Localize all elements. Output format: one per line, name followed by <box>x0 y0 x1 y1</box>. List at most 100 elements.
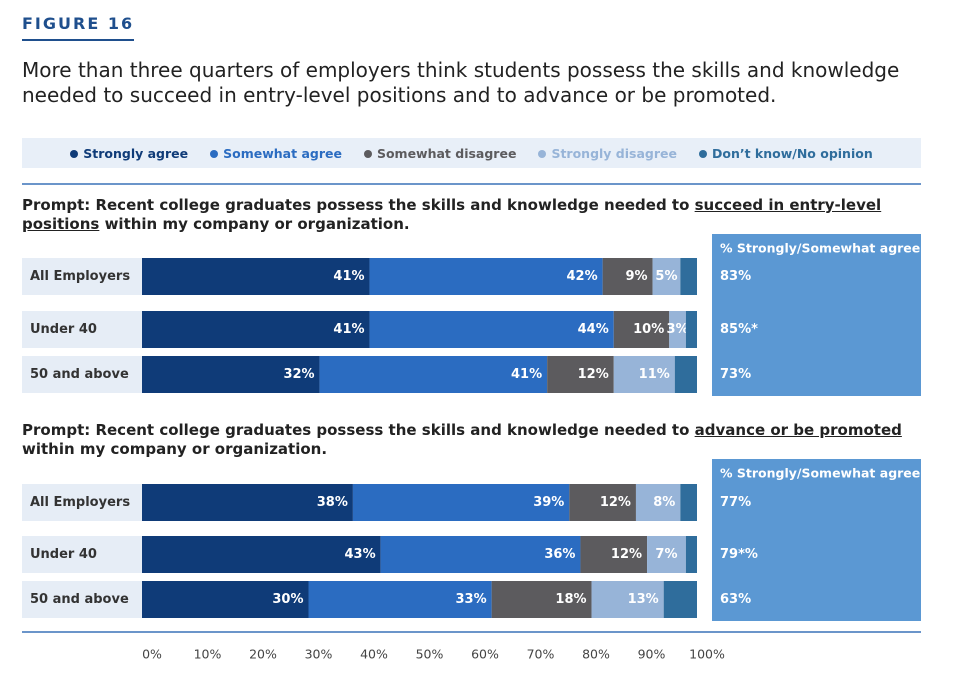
bar-segment <box>663 581 697 618</box>
legend-item: Don’t know/No opinion <box>698 145 873 161</box>
legend-label: Strongly disagree <box>551 145 677 161</box>
prompt: Prompt: Recent college graduates possess… <box>22 196 902 234</box>
value-label: 41% <box>333 269 364 284</box>
bar-segment <box>142 484 353 521</box>
bar-segment <box>580 536 648 573</box>
row-label-bg <box>22 536 142 573</box>
bar-segment <box>369 311 614 348</box>
value-label: 41% <box>333 322 364 337</box>
bar-segment <box>352 484 570 521</box>
legend-swatch <box>210 150 219 158</box>
row-label: 50 and above <box>30 592 129 607</box>
summary-panel <box>712 459 921 621</box>
row-label: All Employers <box>30 269 130 284</box>
value-label: 18% <box>555 592 586 607</box>
summary-panel <box>712 234 921 396</box>
bar-segment <box>142 581 309 618</box>
legend-swatch <box>70 150 79 158</box>
row-label-bg <box>22 581 142 618</box>
figure-label: FIGURE 16 <box>22 14 135 41</box>
value-label: 39% <box>533 495 564 510</box>
legend-item: Strongly disagree <box>538 146 677 161</box>
legend-swatch <box>538 150 547 158</box>
prompt-text: within my company or organization. <box>99 215 410 233</box>
bar-segment <box>591 581 664 618</box>
legend-item: Somewhat disagree <box>363 146 516 161</box>
x-tick-label: 90% <box>638 647 666 662</box>
value-label: 12% <box>611 547 642 562</box>
bar-segment <box>547 356 614 393</box>
bar-segment <box>380 536 581 573</box>
legend: Strongly agree Somewhat agree Somewhat dis… <box>22 138 921 168</box>
prompt-text: Prompt: Recent college graduates possess… <box>22 421 695 439</box>
legend-item: Somewhat agree <box>210 146 342 161</box>
bar-segment <box>685 536 697 573</box>
summary-value: 73% <box>720 367 751 382</box>
row-label-bg <box>22 356 142 393</box>
prompt-text: within my company or organization. <box>22 440 328 458</box>
row-label-bg <box>22 484 142 521</box>
value-label: 12% <box>578 367 609 382</box>
x-tick-label: 80% <box>582 647 610 662</box>
row-label: Under 40 <box>30 322 97 337</box>
headline: More than three quarters of employers th… <box>22 58 900 107</box>
bar-segment <box>647 536 686 573</box>
value-label: 43% <box>345 547 376 562</box>
legend-swatch <box>698 150 707 158</box>
value-label: 44% <box>578 322 609 337</box>
summary-value: 83% <box>720 269 751 284</box>
summary-header: % Strongly/Somewhat agree <box>720 466 920 481</box>
prompt-emphasis: succeed in entry-level positions <box>22 196 882 233</box>
bar-segment <box>369 258 603 295</box>
legend-swatch <box>363 150 372 158</box>
value-label: 13% <box>628 592 659 607</box>
summary-header: % Strongly/Somewhat agree <box>720 241 920 256</box>
bar-segment <box>319 356 548 393</box>
value-label: 32% <box>283 367 314 382</box>
x-tick-label: 40% <box>360 647 388 662</box>
bar-segment <box>685 311 697 348</box>
value-label: 11% <box>639 367 670 382</box>
bar-segment <box>569 484 636 521</box>
bar-segment <box>680 484 697 521</box>
summary-value: 63% <box>720 592 751 607</box>
x-tick-label: 30% <box>305 647 333 662</box>
bar-segment <box>680 258 697 295</box>
row-label-bg <box>22 258 142 295</box>
value-label: 30% <box>272 592 303 607</box>
x-tick-label: 70% <box>527 647 555 662</box>
row-label: All Employers <box>30 495 130 510</box>
value-label: 9% <box>626 269 648 284</box>
bar-segment <box>602 258 653 295</box>
x-tick-label: 100% <box>689 647 725 662</box>
bar-segment <box>613 311 670 348</box>
legend-label: Don’t know/No opinion <box>711 145 873 161</box>
summary-value: 85%* <box>720 322 758 337</box>
bar-segment <box>674 356 697 393</box>
value-label: 38% <box>317 495 348 510</box>
x-tick-label: 60% <box>471 647 499 662</box>
prompt-emphasis: advance or be promoted <box>694 421 902 439</box>
bar-segment <box>635 484 681 521</box>
value-label: 36% <box>544 547 575 562</box>
value-label: 8% <box>653 495 675 510</box>
value-label: 3% <box>667 322 689 337</box>
value-label: 10% <box>633 322 664 337</box>
x-tick-label: 0% <box>142 647 162 662</box>
x-tick-label: 50% <box>416 647 444 662</box>
bar-segment <box>142 311 370 348</box>
legend-label: Somewhat agree <box>223 145 342 161</box>
bar-segment <box>142 258 370 295</box>
bar-segment <box>142 356 320 393</box>
x-tick-label: 10% <box>194 647 222 662</box>
row-label: 50 and above <box>30 367 129 382</box>
value-label: 42% <box>567 269 598 284</box>
legend-label: Strongly agree <box>83 145 189 161</box>
bar-segment <box>142 536 381 573</box>
value-label: 7% <box>655 547 677 562</box>
value-label: 12% <box>600 495 631 510</box>
bar-segment <box>613 356 675 393</box>
summary-value: 79*% <box>720 547 758 562</box>
bar-segment <box>308 581 492 618</box>
